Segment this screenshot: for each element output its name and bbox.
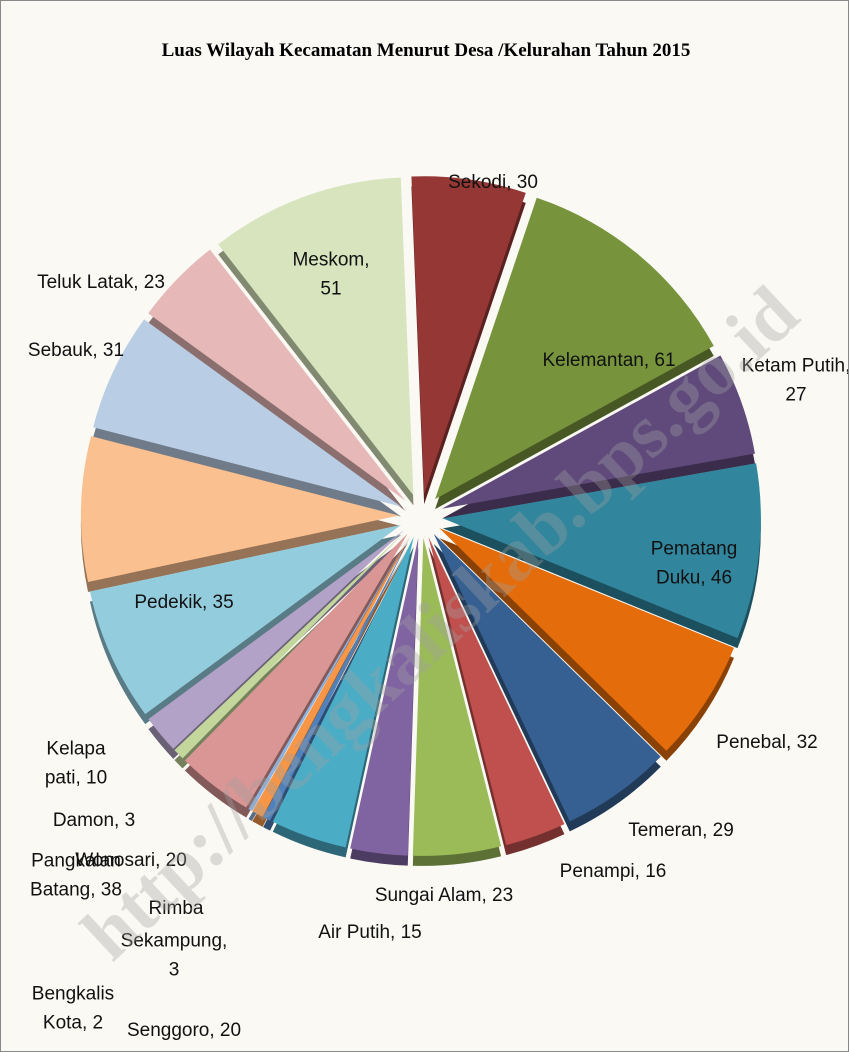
slice <box>435 197 714 500</box>
data-label: Air Putih, 15 <box>318 921 422 943</box>
data-label: Sekampung, 3 <box>120 930 228 981</box>
data-label: Sungai Alam, 23 <box>374 884 514 906</box>
slice <box>218 177 414 496</box>
data-label: Teluk Latak, 23 <box>37 271 165 293</box>
slice <box>184 533 408 808</box>
data-label: Penebal, 32 <box>716 731 818 753</box>
data-label: Kelapa pati, 10 <box>44 738 108 789</box>
data-label: Meskom, 51 <box>292 249 370 300</box>
data-label: Pangkalan Batang, 38 <box>30 850 122 901</box>
data-label: Pematang Duku, 46 <box>650 538 738 589</box>
slice <box>350 537 419 856</box>
data-label: Kelemantan, 61 <box>542 349 676 371</box>
data-label: Penampi, 16 <box>559 860 667 882</box>
slice <box>272 536 414 848</box>
slice <box>148 530 405 749</box>
slice <box>412 537 502 856</box>
slice <box>148 249 406 501</box>
slice <box>89 525 401 715</box>
data-label: Sekodi, 30 <box>448 171 538 193</box>
data-label: Rimba <box>148 897 204 919</box>
data-label: Wonosari, 20 <box>75 849 187 871</box>
slice <box>248 535 410 811</box>
slice <box>263 535 412 821</box>
slice <box>433 533 661 822</box>
data-label: Bengkalis Kota, 2 <box>31 983 115 1034</box>
slice <box>174 531 406 759</box>
data-label: Senggoro, 20 <box>126 1019 242 1041</box>
slice <box>442 463 761 639</box>
data-label: Ketam Putih, 27 <box>741 355 849 406</box>
slice <box>81 436 400 582</box>
slice <box>411 176 526 495</box>
slice <box>93 319 402 507</box>
data-label: Pedekik, 35 <box>134 591 234 613</box>
data-label: Temeran, 29 <box>628 819 734 841</box>
data-label: Sebauk, 31 <box>27 339 125 361</box>
chart-title: Luas Wilayah Kecamatan Menurut Desa /Kel… <box>161 40 691 61</box>
slice <box>428 536 565 846</box>
slice <box>439 528 734 751</box>
slice <box>441 355 755 509</box>
slice <box>252 535 411 817</box>
data-label: Damon, 3 <box>52 809 136 831</box>
